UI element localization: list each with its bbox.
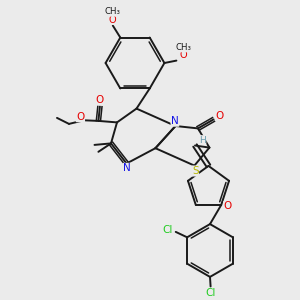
Text: CH₃: CH₃ bbox=[104, 7, 120, 16]
Text: O: O bbox=[108, 14, 116, 25]
Text: O: O bbox=[96, 95, 104, 105]
Text: O: O bbox=[76, 112, 85, 122]
Text: O: O bbox=[179, 50, 187, 60]
Text: Cl: Cl bbox=[162, 225, 173, 235]
Text: N: N bbox=[171, 116, 179, 126]
Text: S: S bbox=[192, 166, 199, 176]
Text: CH₃: CH₃ bbox=[175, 43, 191, 52]
Text: O: O bbox=[215, 111, 224, 121]
Text: N: N bbox=[123, 163, 131, 173]
Text: H: H bbox=[199, 136, 206, 145]
Text: O: O bbox=[224, 202, 232, 212]
Text: Cl: Cl bbox=[206, 288, 216, 298]
